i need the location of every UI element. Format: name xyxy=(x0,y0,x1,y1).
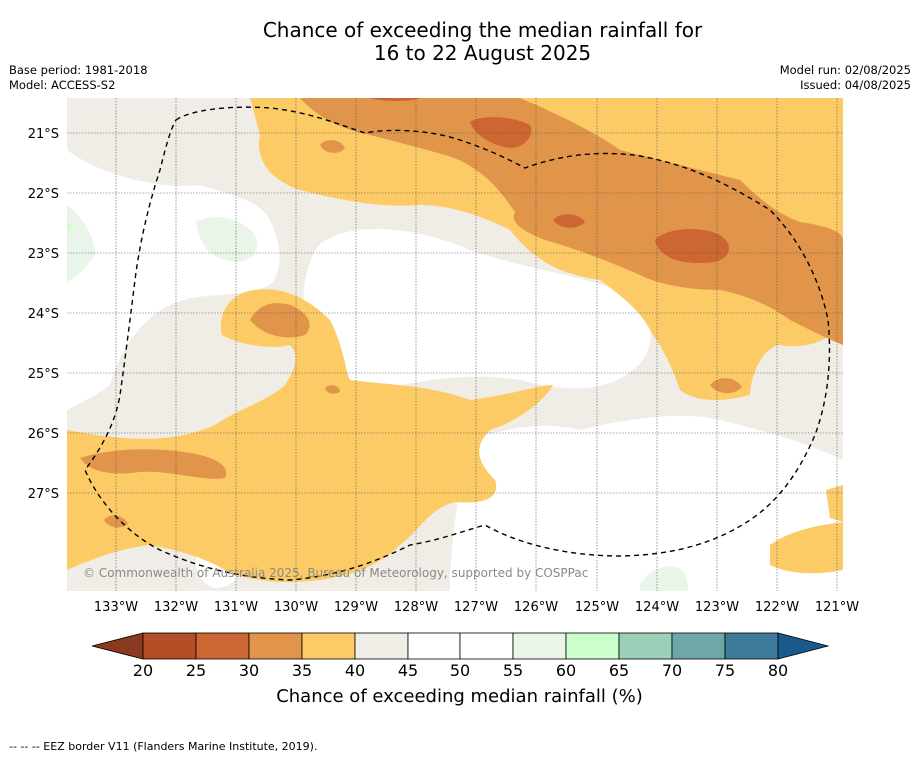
colorbar-bin-70 xyxy=(671,632,726,660)
colorbar-bin-50 xyxy=(459,632,514,660)
lon-label-127: 127°W xyxy=(454,600,498,615)
colorbar-tick-35: 35 xyxy=(292,661,312,680)
lon-label-123: 123°W xyxy=(695,600,739,615)
title-line-1: Chance of exceeding the median rainfall … xyxy=(262,18,703,42)
redorange-middle xyxy=(553,214,585,228)
colorbar-tick-25: 25 xyxy=(186,661,206,680)
colorbar-bin-45 xyxy=(407,632,461,660)
lon-label-124: 124°W xyxy=(635,600,679,615)
longitude-labels: 133°W 132°W 131°W 130°W 129°W 128°W 127°… xyxy=(94,600,859,615)
redorange-north-1 xyxy=(470,117,532,148)
lon-label-133: 133°W xyxy=(94,600,138,615)
white-region-south xyxy=(450,415,843,591)
colorbar-over-arrow xyxy=(777,632,830,660)
lat-label-25: 25°S xyxy=(28,367,59,382)
orange-band-south xyxy=(67,289,553,583)
lon-label-130: 130°W xyxy=(274,600,318,615)
lon-label-122: 122°W xyxy=(755,600,799,615)
redorange-north-2 xyxy=(370,98,420,101)
colorbar-tick-80: 80 xyxy=(768,661,788,680)
colorbar-tick-20: 20 xyxy=(133,661,153,680)
map-area: © Commonwealth of Australia 2025, Bureau… xyxy=(67,98,843,591)
colorbar-tick-30: 30 xyxy=(239,661,259,680)
colorbar-tick-60: 60 xyxy=(556,661,576,680)
meta-right: Model run: 02/08/2025 Issued: 04/08/2025 xyxy=(780,63,911,93)
colorbar-tick-55: 55 xyxy=(503,661,523,680)
lon-label-126: 126°W xyxy=(514,600,558,615)
colorbar-bin-20 xyxy=(142,632,197,660)
colorbar-label: Chance of exceeding median rainfall (%) xyxy=(276,686,643,707)
colorbar-under-arrow xyxy=(91,632,144,660)
model-run-text: Model run: 02/08/2025 xyxy=(779,63,911,77)
colorbar-bin-60 xyxy=(565,632,620,660)
darkorange-small-2 xyxy=(710,378,742,394)
colorbar-bin-35 xyxy=(301,632,356,660)
lat-label-24: 24°S xyxy=(28,307,59,322)
colorbar-bin-25 xyxy=(195,632,250,660)
lat-label-21: 21°S xyxy=(28,127,59,142)
colorbar-tick-50: 50 xyxy=(450,661,470,680)
redorange-east xyxy=(655,228,730,263)
colorbar-tick-40: 40 xyxy=(345,661,365,680)
meta-left: Base period: 1981-2018 Model: ACCESS-S2 xyxy=(9,63,148,93)
latitude-labels: 21°S 22°S 23°S 24°S 25°S 26°S 27°S xyxy=(28,127,59,502)
darkorange-small-4 xyxy=(325,385,340,394)
model-text: Model: ACCESS-S2 xyxy=(9,78,116,92)
white-region-centre xyxy=(303,228,651,389)
colorbar-bin-55 xyxy=(512,632,567,660)
darkorange-small-1 xyxy=(320,140,345,153)
orange-patch-southeast xyxy=(770,522,843,574)
colorbar-tick-75: 75 xyxy=(715,661,735,680)
copyright-text: © Commonwealth of Australia 2025, Bureau… xyxy=(83,566,588,580)
title-line-2: 16 to 22 August 2025 xyxy=(373,41,592,65)
issued-text: Issued: 04/08/2025 xyxy=(800,78,911,92)
green-region-north xyxy=(196,217,258,262)
darkorange-west xyxy=(250,303,310,338)
colorbar-tick-65: 65 xyxy=(609,661,629,680)
lon-label-132: 132°W xyxy=(154,600,198,615)
orange-patch-east xyxy=(826,485,843,522)
colorbar-bin-30 xyxy=(248,632,303,660)
lon-label-125: 125°W xyxy=(575,600,619,615)
eez-footer-note: -- -- -- EEZ border V11 (Flanders Marine… xyxy=(9,740,318,753)
colorbar-bin-75 xyxy=(724,632,779,660)
colorbar: 20 25 30 35 40 45 50 55 60 65 70 75 80 xyxy=(91,632,830,680)
colorbar-tick-70: 70 xyxy=(662,661,682,680)
darkorange-southwest xyxy=(80,449,227,479)
green-region-south xyxy=(640,566,689,591)
lon-label-121: 121°W xyxy=(815,600,859,615)
lon-label-129: 129°W xyxy=(334,600,378,615)
green-dot xyxy=(67,222,73,231)
lon-label-128: 128°W xyxy=(394,600,438,615)
lat-label-26: 26°S xyxy=(28,427,59,442)
lat-label-27: 27°S xyxy=(28,487,59,502)
base-period-text: Base period: 1981-2018 xyxy=(9,63,148,77)
lon-label-131: 131°W xyxy=(214,600,258,615)
eez-border xyxy=(84,106,831,581)
lat-label-22: 22°S xyxy=(28,187,59,202)
white-region-west xyxy=(67,150,280,410)
green-region-west xyxy=(67,205,95,282)
colorbar-bin-40 xyxy=(354,632,409,660)
grid-lines xyxy=(67,98,843,591)
colorbar-bin-65 xyxy=(618,632,673,660)
colorbar-tick-45: 45 xyxy=(398,661,418,680)
lat-label-23: 23°S xyxy=(28,247,59,262)
